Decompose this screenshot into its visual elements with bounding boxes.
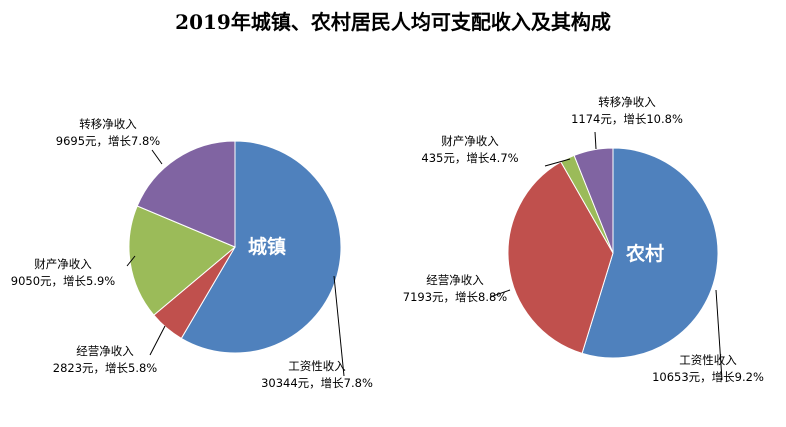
urban-label-transfer-income-name: 转移净收入 xyxy=(79,117,137,131)
urban-slice-property-income xyxy=(128,205,236,316)
urban-label-business-income-name: 经营净收入 xyxy=(76,344,134,358)
urban-leader-wage-income xyxy=(333,275,345,377)
rural-leader-transfer-income xyxy=(594,131,597,150)
urban-label-wage-income-value: 30344元，增长7.8% xyxy=(261,376,373,390)
urban-leader-property-income xyxy=(126,255,136,267)
rural-label-property-income-name: 财产净收入 xyxy=(441,134,499,148)
urban-label-property-income-name: 财产净收入 xyxy=(34,257,92,271)
urban-slice-transfer-income xyxy=(136,140,236,248)
rural-slice-business-income xyxy=(507,161,614,354)
rural-label-business-income-value: 7193元，增长8.8% xyxy=(403,290,508,304)
rural-label-transfer-income-value: 1174元，增长10.8% xyxy=(571,112,683,126)
rural-center-label: 农村 xyxy=(625,242,664,265)
urban-center-label: 城镇 xyxy=(248,235,286,258)
rural-leader-property-income xyxy=(544,158,571,167)
rural-slice-transfer-income xyxy=(573,147,614,254)
urban-pie-chart: 工资性收入 30344元，增长7.8% 经营净收入 2823元，增长5.8% 财产净收入… xyxy=(11,117,373,390)
urban-slice-wage-income xyxy=(180,140,342,354)
rural-label-property-income-value: 435元，增长4.7% xyxy=(421,151,518,165)
rural-slice-wage-income xyxy=(581,147,719,359)
urban-label-wage-income-name: 工资性收入 xyxy=(288,359,346,373)
rural-pie-chart: 工资性收入 10653元，增长9.2% 经营净收入 7193元，增长8.8% 财产净收入… xyxy=(403,95,764,384)
urban-label-property-income-value: 9050元，增长5.9% xyxy=(11,274,116,288)
rural-leader-business-income xyxy=(489,289,511,298)
urban-label-transfer-income-value: 9695元，增长7.8% xyxy=(56,134,161,148)
rural-label-transfer-income-name: 转移净收入 xyxy=(598,95,656,109)
urban-leader-business-income xyxy=(149,325,166,356)
rural-leader-wage-income xyxy=(715,289,723,381)
rural-label-wage-income-value: 10653元，增长9.2% xyxy=(652,370,764,384)
rural-label-business-income-name: 经营净收入 xyxy=(426,273,484,287)
urban-label-business-income-value: 2823元，增长5.8% xyxy=(53,361,158,375)
urban-leader-transfer-income xyxy=(151,149,163,165)
rural-label-wage-income-name: 工资性收入 xyxy=(679,353,737,367)
chart-title: 2019年城镇、农村居民人均可支配收入及其构成 xyxy=(175,10,611,34)
